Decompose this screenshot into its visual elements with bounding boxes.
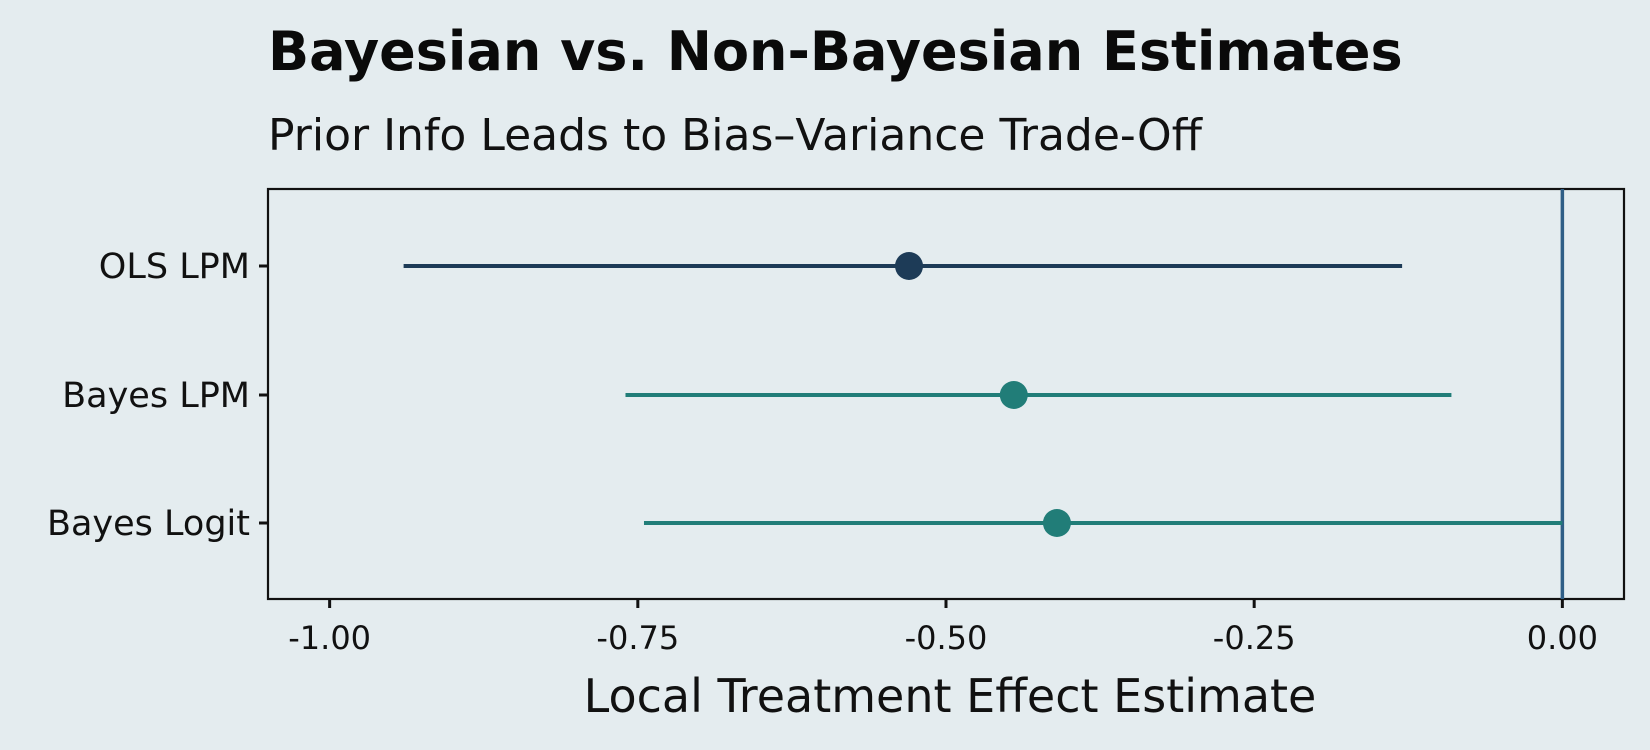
x-tick-label: -0.75: [596, 619, 679, 657]
chart-subtitle: Prior Info Leads to Bias–Variance Trade-…: [268, 110, 1204, 161]
point-estimate: [999, 381, 1028, 409]
chart-title: Bayesian vs. Non-Bayesian Estimates: [268, 20, 1403, 83]
x-tick-label: 0.00: [1527, 619, 1598, 657]
x-axis-title: Local Treatment Effect Estimate: [584, 669, 1317, 723]
y-tick-label: Bayes Logit: [47, 504, 250, 544]
y-tick-label: OLS LPM: [99, 247, 250, 287]
x-tick-label: -0.25: [1213, 619, 1296, 657]
plot-area: OLS LPM Bayes LPM Bayes Logit -1.00 -0.75 -0.…: [47, 187, 1626, 657]
x-tick-label: -0.50: [905, 619, 988, 657]
x-tick-label: -1.00: [288, 619, 371, 657]
y-tick-label: Bayes LPM: [62, 376, 250, 416]
point-estimate: [1042, 509, 1071, 537]
point-estimate: [895, 252, 924, 280]
